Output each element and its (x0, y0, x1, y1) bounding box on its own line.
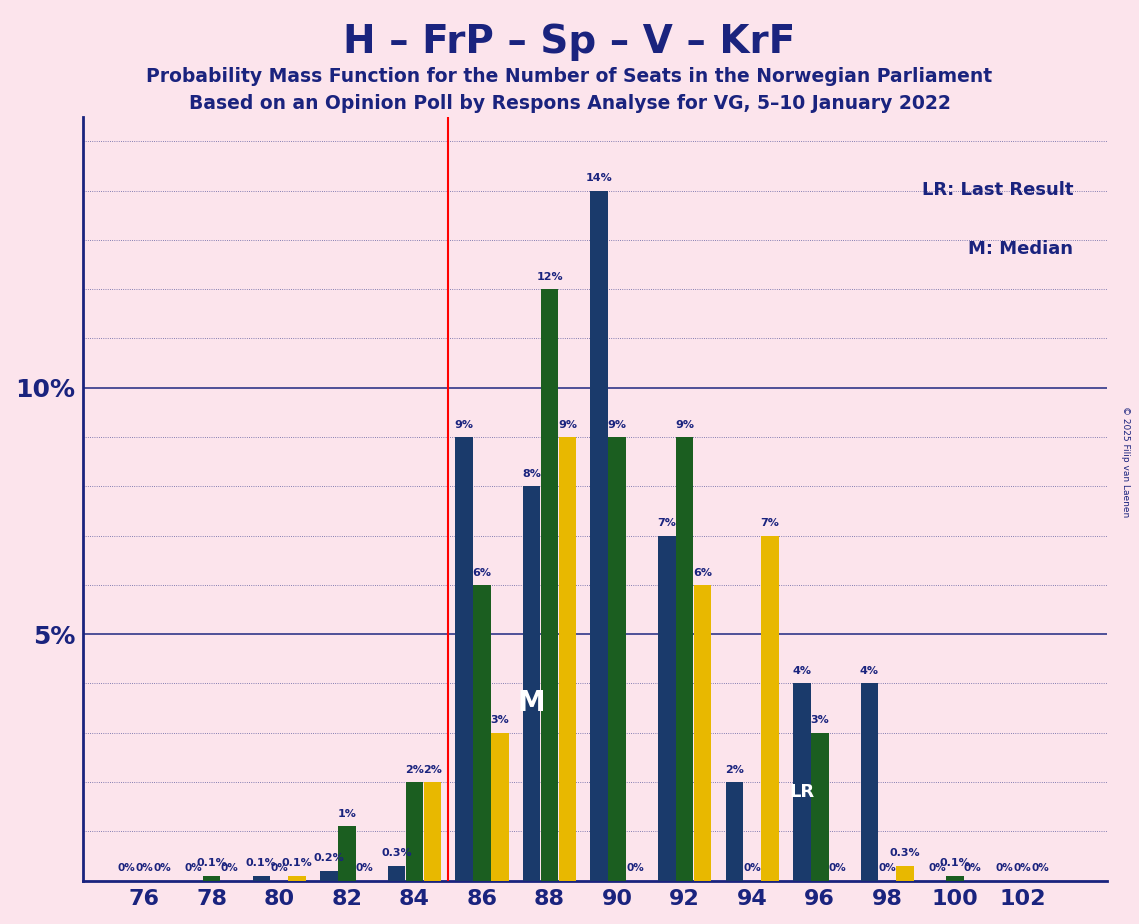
Bar (320, 870, 337, 881)
Text: 0.3%: 0.3% (382, 848, 412, 858)
Bar (761, 536, 779, 881)
Text: 9%: 9% (454, 419, 474, 430)
Text: LR: LR (789, 783, 814, 801)
Bar (896, 866, 913, 881)
Bar (491, 733, 509, 881)
Bar (590, 190, 608, 881)
Text: 9%: 9% (675, 419, 694, 430)
Text: 0%: 0% (185, 863, 203, 873)
Bar (541, 289, 558, 881)
Text: 0.2%: 0.2% (313, 854, 344, 863)
Text: 0.1%: 0.1% (281, 858, 312, 869)
Bar (523, 486, 540, 881)
Text: 0.3%: 0.3% (890, 848, 920, 858)
Text: 2%: 2% (405, 765, 424, 774)
Text: H – FrP – Sp – V – KrF: H – FrP – Sp – V – KrF (343, 23, 796, 61)
Bar (473, 585, 491, 881)
Bar (811, 733, 828, 881)
Text: M: Median: M: Median (968, 240, 1073, 258)
Bar (405, 782, 424, 881)
Text: 0%: 0% (829, 863, 846, 873)
Text: M: M (518, 689, 546, 717)
Bar (861, 684, 878, 881)
Text: 6%: 6% (473, 567, 491, 578)
Bar (694, 585, 712, 881)
Bar (608, 437, 625, 881)
Text: 0%: 0% (995, 863, 1014, 873)
Text: 14%: 14% (585, 173, 613, 183)
Text: Probability Mass Function for the Number of Seats in the Norwegian Parliament: Probability Mass Function for the Number… (147, 67, 992, 86)
Text: Based on an Opinion Poll by Respons Analyse for VG, 5–10 January 2022: Based on an Opinion Poll by Respons Anal… (189, 94, 950, 114)
Text: 0.1%: 0.1% (196, 858, 227, 869)
Text: 0%: 0% (355, 863, 374, 873)
Bar (947, 876, 964, 881)
Text: 1%: 1% (337, 809, 357, 819)
Text: 4%: 4% (793, 666, 811, 676)
Text: 9%: 9% (558, 419, 577, 430)
Text: 9%: 9% (607, 419, 626, 430)
Text: 0%: 0% (744, 863, 761, 873)
Bar (658, 536, 675, 881)
Bar (726, 782, 743, 881)
Text: © 2025 Filip van Laenen: © 2025 Filip van Laenen (1121, 407, 1130, 517)
Text: 0%: 0% (964, 863, 982, 873)
Text: 0%: 0% (626, 863, 644, 873)
Text: 6%: 6% (693, 567, 712, 578)
Bar (338, 826, 355, 881)
Text: 0%: 0% (878, 863, 896, 873)
Bar (253, 876, 270, 881)
Text: 0%: 0% (928, 863, 945, 873)
Text: 8%: 8% (522, 469, 541, 479)
Text: 0%: 0% (136, 863, 153, 873)
Text: 4%: 4% (860, 666, 879, 676)
Text: 0%: 0% (1014, 863, 1031, 873)
Bar (387, 866, 405, 881)
Text: LR: Last Result: LR: Last Result (921, 181, 1073, 199)
Text: 0%: 0% (221, 863, 238, 873)
Text: 3%: 3% (491, 715, 509, 725)
Text: 0.1%: 0.1% (940, 858, 970, 869)
Text: 0%: 0% (117, 863, 136, 873)
Text: 3%: 3% (810, 715, 829, 725)
Bar (675, 437, 694, 881)
Text: 2%: 2% (724, 765, 744, 774)
Text: 0%: 0% (270, 863, 288, 873)
Bar (793, 684, 811, 881)
Text: 0%: 0% (1032, 863, 1049, 873)
Text: 12%: 12% (536, 272, 563, 282)
Text: 0.1%: 0.1% (246, 858, 277, 869)
Text: 7%: 7% (761, 518, 779, 529)
Text: 0%: 0% (153, 863, 171, 873)
Bar (203, 876, 221, 881)
Bar (456, 437, 473, 881)
Bar (424, 782, 441, 881)
Bar (558, 437, 576, 881)
Text: 2%: 2% (423, 765, 442, 774)
Bar (288, 876, 306, 881)
Text: 7%: 7% (657, 518, 677, 529)
